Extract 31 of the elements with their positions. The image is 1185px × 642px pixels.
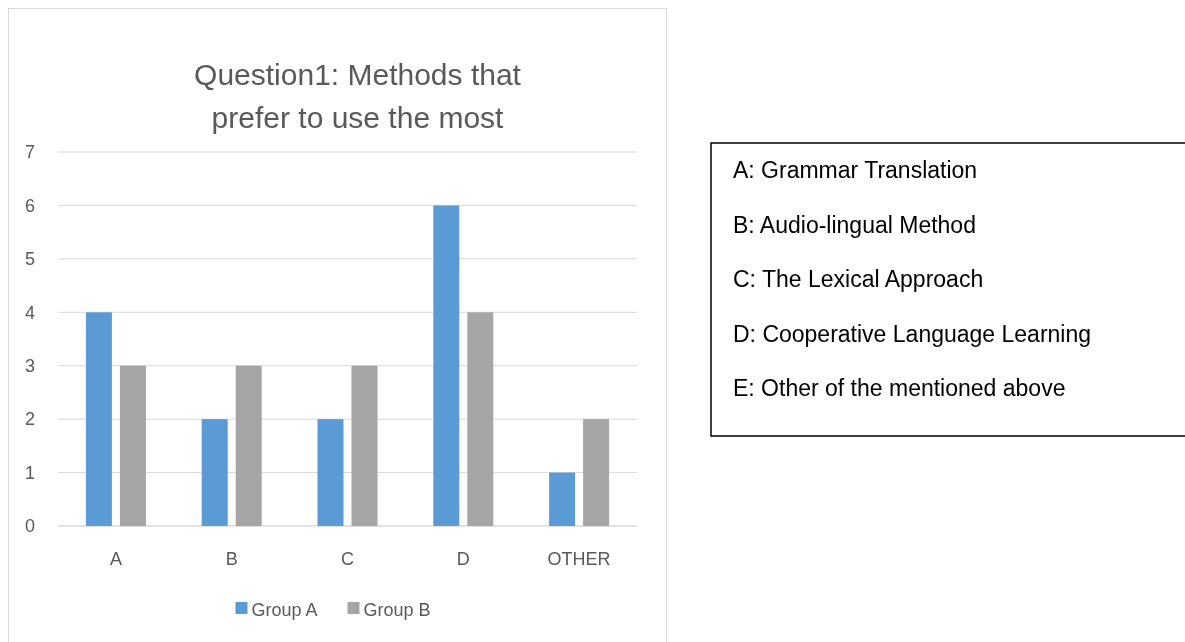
bar: [467, 312, 494, 526]
text: E: Other of the mentioned above: [733, 375, 1066, 402]
x-tick-label: C: [341, 549, 354, 569]
y-tick-label: 4: [24, 302, 36, 323]
text: A: Grammar Translation: [733, 157, 978, 184]
x-tick-label: OTHER: [547, 549, 611, 569]
bar: [351, 365, 378, 526]
text: D: Cooperative Language Learning: [733, 320, 1092, 347]
y-tick-label: 5: [24, 249, 36, 270]
y-tick-label: 7: [24, 142, 36, 163]
bar: [201, 419, 228, 526]
bar: [235, 365, 262, 526]
text: B: Audio-lingual Method: [733, 211, 976, 238]
chart-title: Question1: Methods that prefer to use the most: [194, 58, 522, 134]
legend-label: Group A: [251, 600, 318, 621]
bar: [433, 205, 460, 526]
bar: [317, 419, 344, 526]
x-tick-label: A: [109, 549, 122, 569]
y-tick-label: 6: [24, 195, 36, 216]
text: C: The Lexical Approach: [733, 266, 984, 293]
bar: [85, 312, 112, 526]
x-tick-label: D: [456, 549, 470, 569]
bar: [549, 472, 576, 526]
bar: [583, 419, 610, 526]
bar: [119, 365, 146, 526]
legend-label: Group B: [363, 600, 431, 621]
y-tick-label: 2: [24, 409, 36, 430]
y-tick-label: 1: [24, 462, 36, 483]
y-tick-label: 3: [24, 356, 36, 377]
y-tick-label: 0: [24, 516, 36, 537]
x-tick-label: B: [225, 549, 238, 569]
